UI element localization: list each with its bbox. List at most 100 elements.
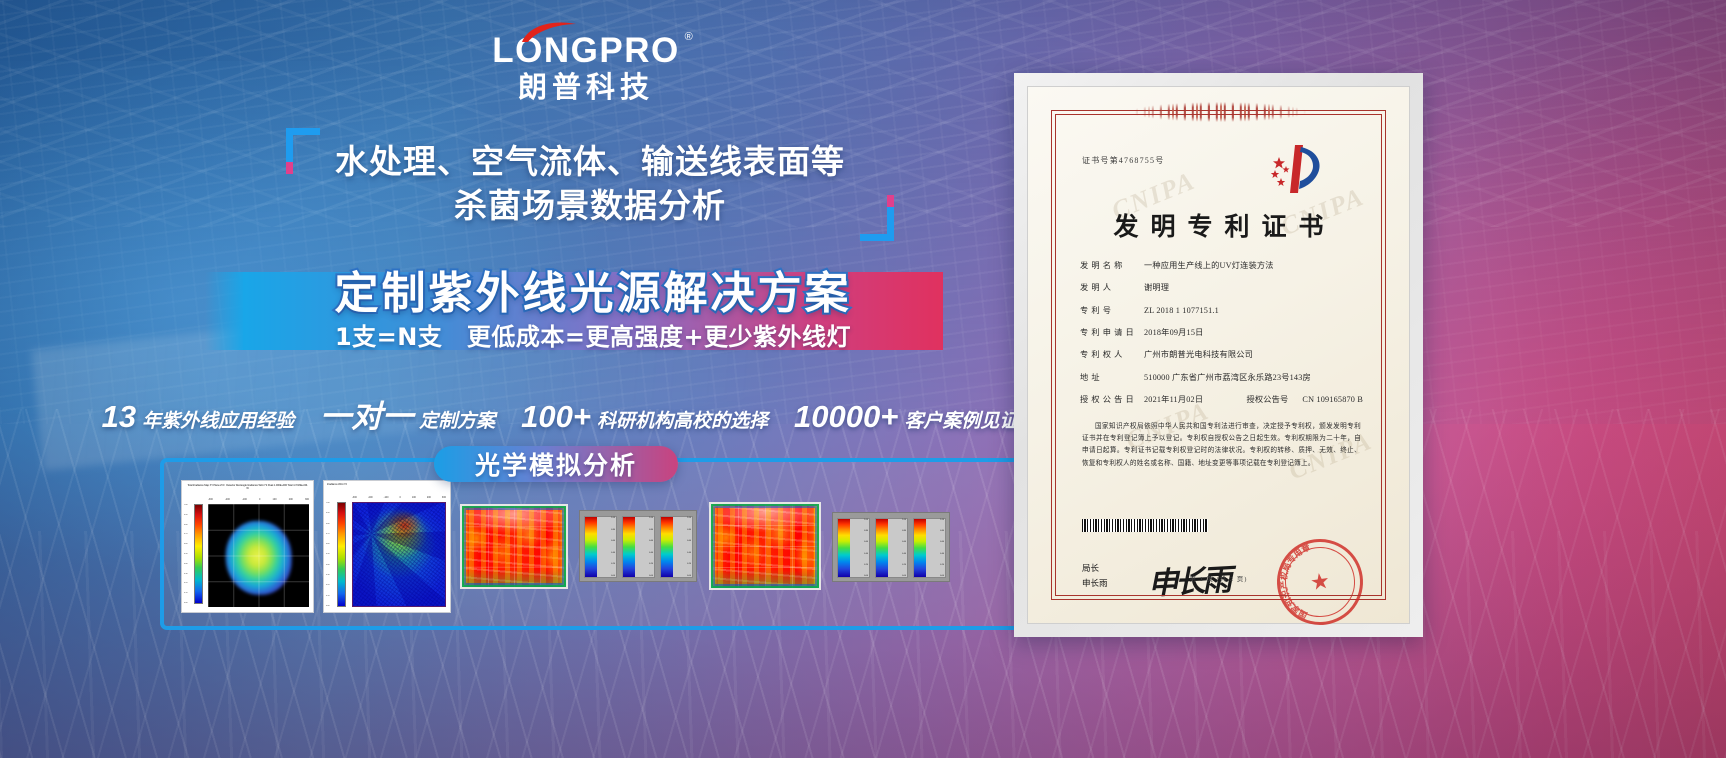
field-extra-value: CN 109165870 B — [1302, 395, 1363, 405]
stat-item: 13 年紫外线应用经验 — [102, 399, 295, 435]
optical-simulation-badge: 光学模拟分析 — [434, 446, 678, 482]
sim-figure-surface-heatmap-wide-2 — [709, 502, 821, 590]
stat-label: 定制方案 — [419, 410, 496, 432]
cnipa-emblem-icon — [1265, 141, 1327, 201]
certificate-paragraph: 国家知识产权局依照中华人民共和国专利法进行审查，决定授予专利权，颁发发明专利证书… — [1082, 423, 1361, 467]
sim-figure-plot-area — [711, 504, 819, 588]
certificate-watermark: CNIPA — [1121, 395, 1214, 456]
certificate-signature: 申长雨 — [1147, 562, 1231, 603]
signer-name: 申长雨 — [1082, 577, 1108, 588]
field-key: 专利申请日 — [1080, 328, 1137, 338]
colorbar-strip: 1.00 0.80 0.60 0.40 0.20 0.00 — [584, 516, 617, 578]
stat-number: 10000+ — [794, 399, 899, 434]
sim-figure-x-ticks: -300 -200 -100 0 100 200 300 — [208, 498, 309, 501]
sim-figure-colorbar-strips-2: 1.00 0.80 0.60 0.40 0.20 0.00 1.00 0.80 0.60 0.4… — [832, 512, 950, 582]
certificate-fields: 发明名称 一种应用生产线上的UV灯连装方法 发明人 谢明理 专利号 ZL 201… — [1080, 261, 1363, 417]
field-value: ZL 2018 1 1077151.1 — [1144, 305, 1219, 315]
headline-line-1: 水处理、空气流体、输送线表面等 — [335, 142, 845, 181]
certificate-field-row: 地址 510000 广东省广州市荔湾区永乐路23号143房 — [1080, 373, 1363, 383]
certificate-watermark: CNIPA — [1285, 425, 1378, 486]
colorbar-strip: 1.00 0.80 0.60 0.40 0.20 0.00 — [913, 518, 946, 578]
logo-registered-mark: ® — [684, 31, 693, 43]
field-key: 授权公告日 — [1080, 395, 1137, 405]
seal-text-ring: 国家知识产权局专用章 — [1275, 542, 1322, 624]
stat-item: 100+ 科研机构高校的选择 — [521, 399, 768, 435]
colorbar-strip: 1.00 0.80 0.60 0.40 0.20 0.00 — [875, 518, 908, 578]
stat-number: 13 — [101, 399, 137, 434]
sub-title: 1支=N支 更低成本=更高强度+更少紫外线灯 — [334, 323, 852, 351]
sim-figure-caption: Irradiance W/cm^2 — [327, 483, 347, 486]
sim-figure-surface-heatmap-wide-1 — [460, 504, 568, 589]
badge-label: 光学模拟分析 — [474, 451, 637, 480]
corner-bracket-top-left-icon — [286, 128, 320, 174]
field-key: 专利号 — [1080, 305, 1115, 315]
field-value: 一种应用生产线上的UV灯连装方法 — [1144, 261, 1274, 270]
field-extra-key: 授权公告号 — [1246, 395, 1289, 405]
background-stadium-texture — [0, 0, 1726, 425]
field-value: 510000 广东省广州市荔湾区永乐路23号143房 — [1144, 372, 1311, 382]
signer-title: 局长 — [1082, 563, 1100, 573]
certificate-field-row: 发明人 谢明理 — [1080, 283, 1363, 293]
sim-figure-radial-irradiance-contour: Total Irradiance Map XY Plane Z=0 Detect… — [181, 480, 314, 613]
field-key: 专利权人 — [1080, 350, 1126, 360]
sim-figure-plot-area — [462, 506, 566, 587]
stats-row: 13 年紫外线应用经验 一对一 定制方案 100+ 科研机构高校的选择 1000… — [102, 391, 1019, 436]
svg-text:国家知识产权局专用章: 国家知识产权局专用章 — [1275, 542, 1322, 624]
field-value: 2018年09月15日 — [1144, 328, 1204, 338]
field-key: 地址 — [1080, 372, 1103, 382]
background-roof-lattice — [0, 0, 1726, 228]
optical-simulation-panel: Total Irradiance Map XY Plane Z=0 Detect… — [160, 458, 1160, 630]
certificate-field-row: 专利权人 广州市朗普光电科技有限公司 — [1080, 350, 1363, 360]
certificate-watermark: CNIPA — [1107, 165, 1200, 226]
stat-number: 一对一 — [320, 399, 414, 434]
field-value: 广州市朗普光电科技有限公司 — [1144, 350, 1254, 360]
stat-label: 年紫外线应用经验 — [142, 410, 295, 432]
stat-item: 一对一 定制方案 — [320, 391, 495, 436]
field-key: 发明名称 — [1080, 261, 1126, 270]
corner-bracket-bottom-right-icon — [860, 195, 894, 242]
certificate-field-row: 发明名称 一种应用生产线上的UV灯连装方法 — [1080, 261, 1363, 271]
colorbar-strip: 1.00 0.80 0.60 0.40 0.20 0.00 — [660, 516, 693, 578]
certificate-title: 发明专利证书 — [1113, 212, 1336, 241]
seal-star-icon: ★ — [1308, 567, 1332, 596]
brand-logo: LONGPRO ® 朗普科技 — [481, 22, 693, 104]
sim-figure-plot-area — [208, 504, 309, 607]
sim-figure-colorbar-ticks: 1.00 0.90 0.80 0.70 0.60 0.50 0.40 0.30 0.20 0.10… — [184, 504, 188, 604]
stat-label: 客户案例见证 — [904, 410, 1019, 432]
stat-number: 100+ — [521, 399, 591, 434]
patent-certificate: CNIPA CNIPA CNIPA CNIPA 证书号第4768755号 发明 — [1014, 73, 1423, 637]
certificate-field-row: 专利号 ZL 2018 1 1077151.1 — [1080, 306, 1363, 316]
field-value: 谢明理 — [1144, 283, 1170, 293]
sim-figure-scatter-irradiance-map: Irradiance W/cm^2 -300 -200 -100 0 100 200 300… — [323, 480, 451, 613]
main-title: 定制紫外线光源解决方案 — [333, 268, 852, 319]
logo-text-chinese: 朗普科技 — [517, 70, 654, 104]
certificate-inner-frame: CNIPA CNIPA CNIPA CNIPA 证书号第4768755号 发明 — [1027, 86, 1410, 631]
certificate-signer-block: 局长 申长雨 — [1082, 561, 1108, 591]
certificate-page-number: 第 1 页 (共 2 页) — [1189, 576, 1248, 583]
certificate-barcode — [1082, 519, 1208, 532]
stat-item: 10000+ 客户案例见证 — [794, 399, 1018, 435]
colorbar-strip: 1.00 0.80 0.60 0.40 0.20 0.00 — [837, 518, 870, 578]
title-gradient-bar — [205, 272, 943, 350]
sim-figure-colorbar-strips-1: 1.00 0.80 0.60 0.40 0.20 0.00 1.00 0.80 0.60 0.4… — [579, 510, 697, 582]
certificate-official-seal: ★ 国家知识产权局专用章 — [1271, 533, 1369, 631]
headline-line-2: 杀菌场景数据分析 — [454, 185, 726, 225]
certificate-ornament-icon — [1095, 102, 1342, 122]
sim-figure-plot-area — [352, 502, 446, 607]
certificate-watermark: CNIPA — [1277, 181, 1370, 242]
stat-label: 科研机构高校的选择 — [597, 410, 769, 432]
sim-figure-colorbar — [194, 504, 203, 604]
colorbar-strip: 1.00 0.80 0.60 0.40 0.20 0.00 — [622, 516, 655, 578]
sim-figure-caption: Total Irradiance Map XY Plane Z=0 Detect… — [187, 484, 308, 491]
certificate-number: 证书号第4768755号 — [1082, 156, 1165, 165]
field-key: 发明人 — [1080, 283, 1115, 293]
field-value: 2021年11月02日 — [1144, 395, 1204, 405]
sim-figure-colorbar — [337, 502, 346, 607]
sim-figure-colorbar-ticks: 1.00 0.90 0.80 0.70 0.60 0.50 0.40 0.30 0.20 0.10… — [326, 502, 330, 607]
logo-text: LONGPRO — [492, 31, 680, 70]
logo-wordmark: LONGPRO ® — [492, 22, 693, 70]
certificate-field-row: 授权公告日 2021年11月02日 授权公告号 CN 109165870 B — [1080, 395, 1363, 405]
sim-figure-x-ticks: -300 -200 -100 0 100 200 300 — [352, 496, 446, 499]
